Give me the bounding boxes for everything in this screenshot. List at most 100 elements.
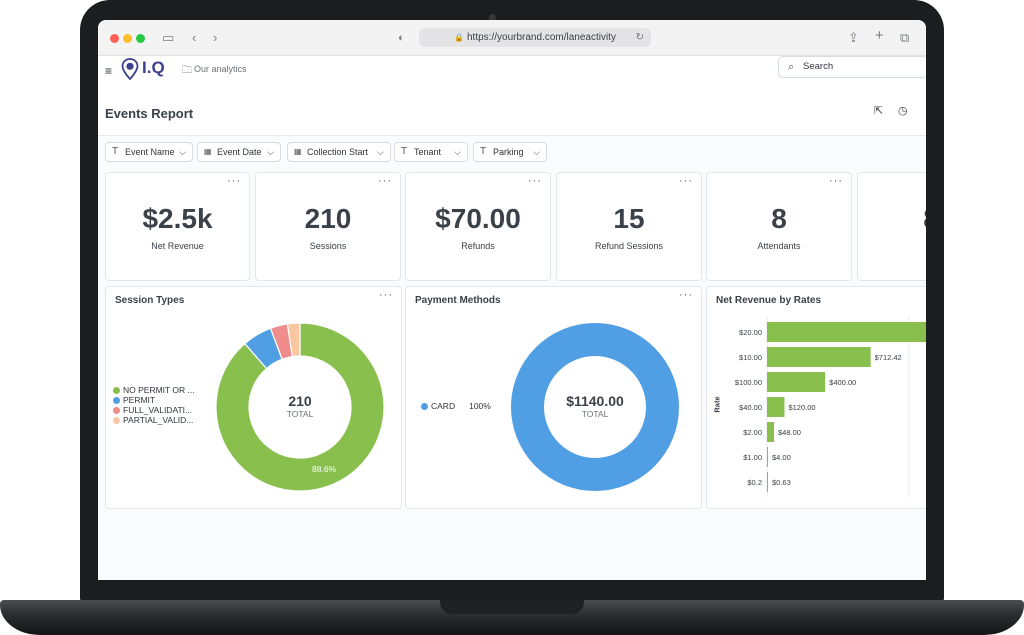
page-title: Events Report [105, 106, 194, 121]
bar-rate-1-00[interactable] [767, 447, 768, 467]
export-icon[interactable]: ⇱ [874, 105, 884, 117]
text-icon: T [112, 146, 119, 157]
net-revenue-bar-chart: $20.00 $10.00 $712.42 $100.00 $400.00 $40.00 $… [735, 317, 926, 497]
donut-slice-partial-valid[interactable] [286, 322, 301, 358]
data-label: $712.42 [875, 353, 902, 362]
legend-label: CARD [431, 401, 456, 411]
card-title: Net Revenue by Rates [716, 295, 822, 306]
kpi-label: Net Revenue [151, 241, 204, 251]
net-revenue-by-rates-card[interactable]: Net Revenue by Rates Rate $20.00 $10.00 $7… [706, 286, 926, 509]
kpi-value: 15 [613, 203, 645, 234]
app-header: ≡ I.Q 🗀 Our analytics ⌕ Search [98, 56, 926, 94]
maximize-window-button[interactable] [136, 34, 145, 43]
more-options-icon[interactable]: ··· [378, 175, 392, 187]
data-label: $120.00 [788, 403, 815, 412]
close-window-button[interactable] [110, 34, 119, 43]
session-types-donut [215, 322, 385, 492]
chevron-down-icon: ⌵ [267, 147, 274, 157]
sidebar-toggle-icon[interactable]: ▭ [162, 30, 175, 45]
legend-swatch [113, 386, 120, 394]
logo-text[interactable]: I.Q [142, 58, 165, 77]
legend-item[interactable]: PERMIT [113, 395, 195, 405]
bar-rate-2-00[interactable] [767, 422, 774, 442]
filter-label: Event Name [125, 147, 175, 157]
slice-percent-label: 88.6% [312, 464, 337, 474]
kpi-label: Sessions [309, 241, 347, 251]
kpi-card-attendants[interactable]: ··· 8 Attendants [706, 172, 852, 281]
donut-center-label: TOTAL [286, 409, 314, 419]
bar-rate-0-2[interactable] [767, 472, 768, 492]
tabs-overview-icon[interactable]: ⧉ [900, 30, 910, 45]
bar-rate-10-00[interactable] [767, 347, 871, 367]
forward-icon[interactable]: › [213, 30, 218, 45]
hamburger-menu-icon[interactable]: ≡ [105, 64, 113, 78]
text-icon: T [480, 146, 487, 157]
legend-swatch [421, 402, 428, 410]
kpi-value: $2.5k [142, 203, 213, 234]
legend-item[interactable]: PARTIAL_VALID... [113, 415, 195, 425]
donut-center-value: $1140.00 [566, 393, 624, 409]
shield-icon[interactable]: ◐ [398, 32, 405, 44]
chevron-down-icon: ⌵ [533, 147, 540, 157]
payment-methods-legend: CARD 100% [421, 401, 491, 411]
legend-item[interactable]: NO PERMIT OR ... [113, 385, 195, 395]
more-options-icon[interactable]: ··· [829, 175, 843, 187]
kpi-card-sessions[interactable]: ··· 210 Sessions [255, 172, 401, 281]
donut-slice-card[interactable] [511, 323, 679, 491]
session-types-card[interactable]: Session Types ··· NO PERMIT OR ... PERMI… [105, 286, 402, 509]
bar-rate-40-00[interactable] [767, 397, 785, 417]
more-options-icon[interactable]: ··· [227, 175, 241, 187]
legend-swatch [113, 396, 120, 404]
bar-rate-20-00[interactable] [767, 322, 926, 342]
new-tab-icon[interactable]: + [875, 27, 884, 44]
legend-percent: 100% [469, 401, 491, 411]
text-icon: T [401, 146, 408, 157]
more-options-icon[interactable]: ··· [379, 289, 393, 301]
reload-icon[interactable]: ↻ [635, 32, 644, 43]
address-bar[interactable]: 🔒 https://yourbrand.com/laneactivity ↻ [419, 28, 651, 47]
back-icon[interactable]: ‹ [192, 30, 197, 45]
filter-label: Tenant [414, 147, 442, 157]
kpi-card-refunds[interactable]: ··· $70.00 Refunds [405, 172, 551, 281]
folder-icon: 🗀 [182, 65, 192, 76]
payment-methods-card[interactable]: Payment Methods ··· CARD 100% $1140.00 TO… [405, 286, 702, 509]
filter-tenant[interactable]: T Tenant ⌵ [394, 142, 468, 162]
tick-label: $40.00 [739, 403, 762, 412]
search-input[interactable]: ⌕ Search [778, 56, 926, 78]
calendar-icon: ▦ [204, 147, 212, 156]
data-label: $0.63 [772, 478, 791, 487]
more-options-icon[interactable]: ··· [528, 175, 542, 187]
legend-label: PERMIT [123, 395, 156, 405]
chevron-down-icon: ⌵ [179, 147, 186, 157]
filter-collection-start[interactable]: ▦ Collection Start ⌵ [287, 142, 391, 162]
filter-parking[interactable]: T Parking ⌵ [473, 142, 547, 162]
share-icon[interactable]: ⇪ [848, 30, 859, 45]
donut-slice-no-permit-or[interactable] [215, 322, 385, 492]
session-types-legend: NO PERMIT OR ... PERMIT FULL_VALIDATI...… [113, 385, 195, 425]
kpi-value: 210 [304, 203, 352, 234]
card-title: Session Types [115, 295, 185, 306]
kpi-value: $70.00 [435, 203, 521, 234]
more-options-icon[interactable]: ··· [679, 175, 693, 187]
bar-rate-100-00[interactable] [767, 372, 826, 392]
filter-event-name[interactable]: T Event Name ⌵ [105, 142, 193, 162]
tick-label: $0.2 [747, 478, 762, 487]
filter-label: Event Date [217, 147, 262, 157]
kpi-card-cut-off[interactable]: 8 De [857, 172, 926, 281]
legend-swatch [113, 416, 120, 424]
breadcrumb[interactable]: Our analytics [194, 64, 247, 74]
chevron-down-icon: ⌵ [377, 147, 384, 157]
minimize-window-button[interactable] [123, 34, 132, 43]
lock-icon: 🔒 [454, 33, 464, 42]
more-options-icon[interactable]: ··· [679, 289, 693, 301]
legend-item[interactable]: FULL_VALIDATI... [113, 405, 195, 415]
kpi-card-net-revenue[interactable]: ··· $2.5k Net Revenue [105, 172, 250, 281]
donut-center-label: TOTAL [581, 409, 609, 419]
history-clock-icon[interactable]: ◷ [898, 105, 908, 117]
calendar-icon: ▦ [294, 147, 302, 156]
legend-item[interactable]: CARD 100% [421, 401, 491, 411]
donut-center-value: 210 [288, 393, 312, 409]
filter-event-date[interactable]: ▦ Event Date ⌵ [197, 142, 281, 162]
kpi-card-refund-sessions[interactable]: ··· 15 Refund Sessions [556, 172, 702, 281]
tick-label: $100.00 [735, 378, 762, 387]
